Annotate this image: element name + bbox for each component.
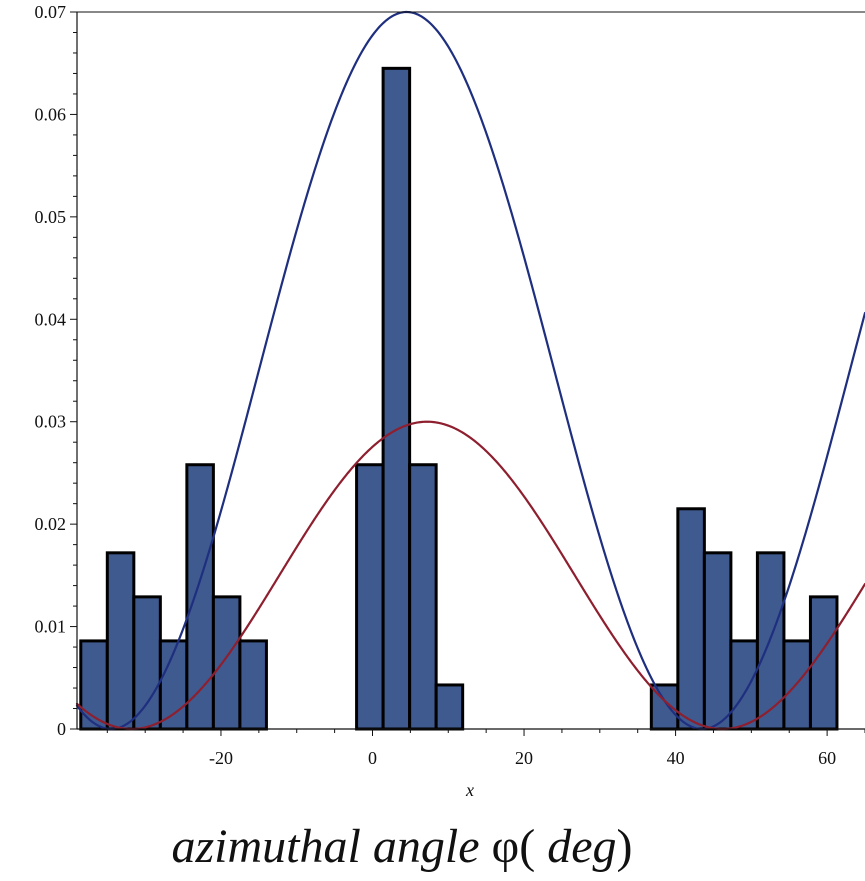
y-tick-label-2: 0.02 [35,514,67,534]
x-tick-label-3: 40 [667,748,685,768]
histogram-bar-16 [782,639,812,731]
histogram-bar-8 [381,66,412,731]
histogram-bar-14 [729,639,759,731]
caption-unit: deg [535,820,616,873]
x-axis-label: x [465,780,474,800]
y-tick-label-5: 0.05 [35,207,67,227]
x-tick-label-1: 0 [368,748,377,768]
histogram-bar-7 [355,463,385,731]
caption-open-paren: ( [519,820,535,873]
caption-phi: φ [492,820,520,873]
x-tick-label-0: -20 [209,748,233,768]
y-tick-label-1: 0.01 [35,617,67,637]
x-tick-label-2: 20 [515,748,533,768]
y-tick-label-3: 0.03 [35,412,67,432]
histogram-bar-1 [105,551,136,731]
histogram-bar-5 [211,595,242,731]
y-tick-label-7: 0.07 [35,2,67,22]
axes-layer [70,11,865,736]
caption-close-paren: ) [617,820,633,873]
red-curve [75,420,865,731]
histogram-bar-9 [408,463,438,731]
caption-main: azimuthal angle [172,820,492,873]
histogram-bar-15 [755,551,786,731]
histogram-bar-6 [238,639,268,731]
blue-curve [75,10,865,731]
x-tick-label-4: 60 [818,748,836,768]
y-tick-label-0: 0 [57,719,66,739]
histogram-bar-13 [702,551,733,731]
histogram-bar-12 [676,507,706,731]
curves-layer [75,10,865,731]
labels-layer: 0 0.01 0.02 0.03 0.04 0.05 0.06 0.07 -20 0 20 40 60 [35,2,837,768]
histogram-bar-10 [434,683,465,731]
y-tick-label-4: 0.04 [35,309,67,329]
histogram-bar-2 [132,595,162,731]
y-tick-label-6: 0.06 [35,104,67,124]
x-axis-caption: azimuthal angle φ( deg) [172,820,633,873]
